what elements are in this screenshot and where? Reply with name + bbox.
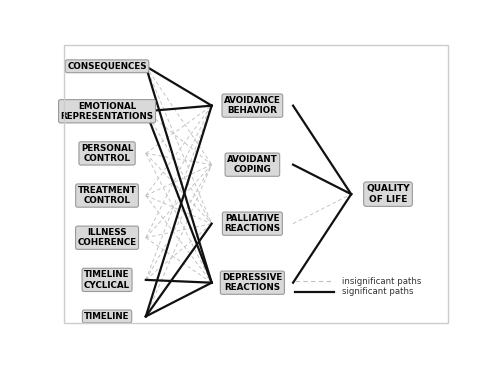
Text: TIMELINE: TIMELINE xyxy=(84,312,130,321)
Text: EMOTIONAL
REPRESENTATIONS: EMOTIONAL REPRESENTATIONS xyxy=(60,101,154,121)
Text: TREATMENT
CONTROL: TREATMENT CONTROL xyxy=(78,186,136,205)
Text: PERSONAL
CONTROL: PERSONAL CONTROL xyxy=(81,144,133,163)
Text: ILLNESS
COHERENCE: ILLNESS COHERENCE xyxy=(78,228,136,247)
Text: QUALITY
OF LIFE: QUALITY OF LIFE xyxy=(366,184,410,204)
Text: AVOIDANCE
BEHAVIOR: AVOIDANCE BEHAVIOR xyxy=(224,96,281,115)
Text: insignificant paths: insignificant paths xyxy=(342,277,421,286)
Text: AVOIDANT
COPING: AVOIDANT COPING xyxy=(227,155,278,174)
Text: PALLIATIVE
REACTIONS: PALLIATIVE REACTIONS xyxy=(224,214,280,233)
Text: CONSEQUENCES: CONSEQUENCES xyxy=(67,62,147,71)
Text: DEPRESSIVE
REACTIONS: DEPRESSIVE REACTIONS xyxy=(222,273,282,292)
Text: significant paths: significant paths xyxy=(342,287,413,296)
Text: TIMELINE
CYCLICAL: TIMELINE CYCLICAL xyxy=(84,270,130,289)
